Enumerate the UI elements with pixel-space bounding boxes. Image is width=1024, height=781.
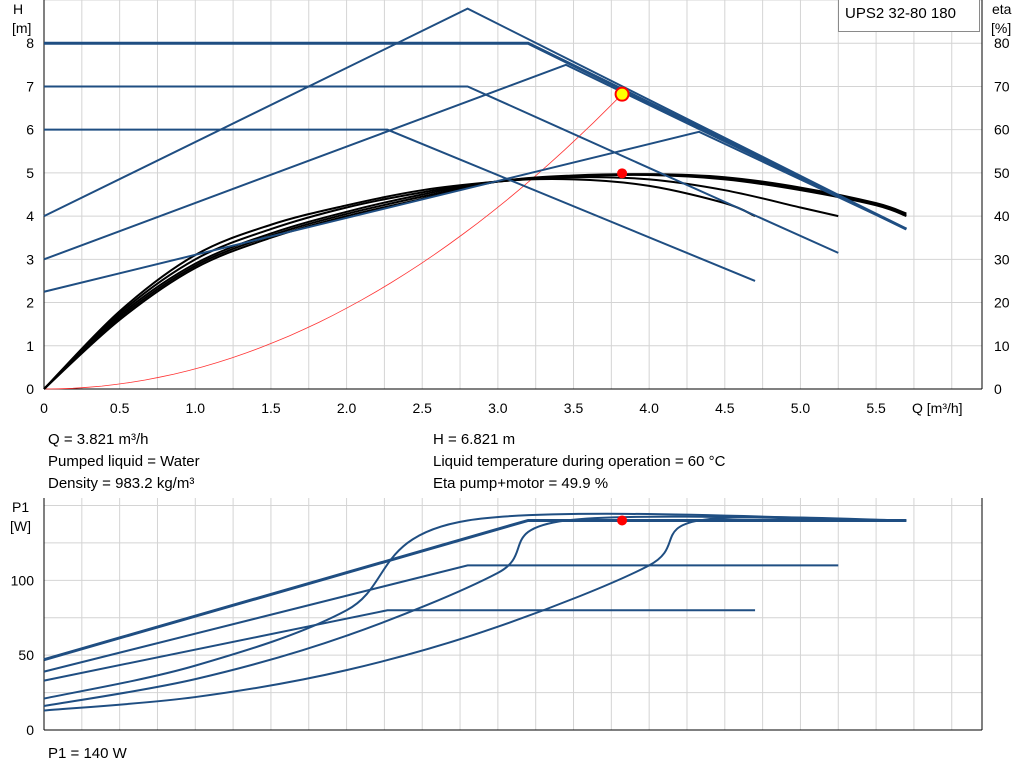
x-tick-label: 4.5 xyxy=(715,400,735,416)
power-curve xyxy=(43,515,907,708)
x-tick-label: 2.0 xyxy=(337,400,357,416)
y-tick-label: 3 xyxy=(26,251,34,267)
x-tick-label: 1.5 xyxy=(261,400,281,416)
y-tick-label: 6 xyxy=(26,122,34,138)
pump-curve xyxy=(43,130,907,293)
system-curve xyxy=(43,93,623,390)
x-tick-label: 5.0 xyxy=(791,400,811,416)
x-tick-label: 5.5 xyxy=(866,400,886,416)
temperature-readout: Liquid temperature during operation = 60… xyxy=(433,453,726,470)
y-tick-label: 7 xyxy=(26,78,34,94)
eta-axis-unit: [%] xyxy=(991,20,1011,36)
p-tick-label: 0 xyxy=(26,722,34,738)
power-point xyxy=(617,515,628,526)
y-tick-label: 8 xyxy=(26,35,34,51)
eta-point xyxy=(617,168,628,179)
q-axis-label: Q [m³/h] xyxy=(912,400,963,416)
liquid-readout: Pumped liquid = Water xyxy=(48,453,200,470)
pump-curve xyxy=(44,41,908,231)
x-tick-label: 3.0 xyxy=(488,400,508,416)
h-axis-unit: [m] xyxy=(12,20,31,36)
x-tick-label: 2.5 xyxy=(412,400,432,416)
efficiency-curve xyxy=(43,176,839,390)
p-axis-unit: [W] xyxy=(10,518,31,534)
pump-model-label: UPS2 32-80 180 xyxy=(838,0,980,32)
power-grid xyxy=(43,498,983,731)
power-curve xyxy=(43,518,907,662)
pump-curve xyxy=(44,128,756,282)
chart-marks xyxy=(43,7,908,712)
efficiency-curve xyxy=(43,178,756,390)
y-tick-label: 0 xyxy=(26,381,34,397)
y2-tick-label: 20 xyxy=(994,295,1010,311)
y-tick-label: 1 xyxy=(26,338,34,354)
p-tick-label: 50 xyxy=(18,647,34,663)
y-tick-label: 2 xyxy=(26,295,34,311)
y-tick-label: 5 xyxy=(26,165,34,181)
density-readout: Density = 983.2 kg/m³ xyxy=(48,475,195,492)
flow-readout: Q = 3.821 m³/h xyxy=(48,431,149,448)
efficiency-curve xyxy=(43,173,907,390)
y2-tick-label: 0 xyxy=(994,381,1002,397)
h-axis-label: H xyxy=(13,1,23,17)
x-tick-label: 1.0 xyxy=(186,400,206,416)
duty-point xyxy=(614,86,630,102)
x-tick-label: 4.0 xyxy=(639,400,659,416)
power-readout: P1 = 140 W xyxy=(48,745,127,762)
p-axis-label: P1 xyxy=(12,499,29,515)
power-curve xyxy=(43,516,907,712)
pump-curve xyxy=(44,85,839,254)
head-grid xyxy=(43,0,983,390)
y-tick-label: 4 xyxy=(26,208,34,224)
x-tick-label: 0 xyxy=(40,400,48,416)
y2-tick-label: 30 xyxy=(994,251,1010,267)
pump-curve xyxy=(43,63,907,261)
y2-tick-label: 50 xyxy=(994,165,1010,181)
y2-tick-label: 10 xyxy=(994,338,1010,354)
y2-tick-label: 80 xyxy=(994,35,1010,51)
eta-axis-label: eta xyxy=(992,1,1012,17)
x-tick-label: 0.5 xyxy=(110,400,130,416)
power-curve xyxy=(43,609,756,682)
head-readout: H = 6.821 m xyxy=(433,431,516,448)
y2-tick-label: 60 xyxy=(994,122,1010,138)
y2-tick-label: 40 xyxy=(994,208,1010,224)
x-tick-label: 3.5 xyxy=(564,400,584,416)
power-curve xyxy=(43,512,907,700)
pump-curve xyxy=(43,7,907,230)
eta-readout: Eta pump+motor = 49.9 % xyxy=(433,475,609,492)
y2-tick-label: 70 xyxy=(994,78,1010,94)
power-curve xyxy=(43,564,839,673)
p-tick-label: 100 xyxy=(11,572,35,588)
tick-labels: 0 0.5 1.0 1.5 2.0 2.5 3.0 3.5 4.0 4.5 5.0 5.5 0 1 2 3 4 5… xyxy=(11,35,1010,738)
